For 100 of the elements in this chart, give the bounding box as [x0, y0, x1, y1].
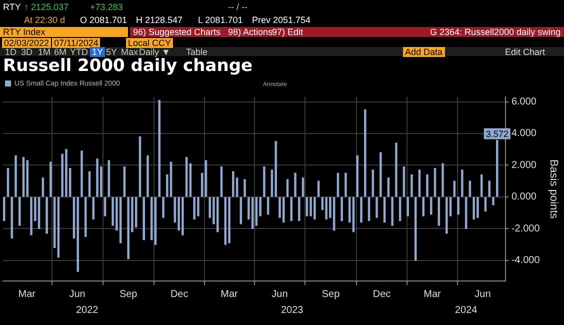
text: Table [186, 47, 208, 57]
bar [216, 197, 219, 232]
bar [442, 163, 444, 197]
text: Max [121, 47, 138, 57]
y-tick-label: -4.000 [511, 255, 540, 266]
bar [457, 197, 460, 215]
text: 1D [5, 47, 17, 57]
text: 3D [21, 47, 33, 57]
bar [488, 180, 490, 197]
chart-title: Russell 2000 daily change [3, 56, 253, 76]
bar [453, 180, 456, 197]
data-label: 3.572 [486, 128, 508, 139]
x-tick-label: Mar [220, 288, 239, 300]
text: RTY [3, 2, 21, 12]
bar [274, 141, 277, 197]
text: Add Data [403, 47, 445, 57]
bar [290, 197, 293, 222]
x-tick-label: Dec [372, 288, 391, 300]
x-tick-label: Sep [119, 288, 138, 300]
bar [104, 197, 106, 216]
bar [88, 171, 91, 197]
text: Edit Chart [505, 47, 546, 57]
y-tick-label: 0.000 [511, 192, 537, 203]
text: ↑ 2125.037 [24, 2, 69, 12]
bar [387, 178, 390, 197]
bar [65, 149, 68, 197]
text: 1M [38, 47, 51, 57]
bar [46, 197, 48, 234]
text: Prev 2051.754 [252, 15, 311, 25]
bar [391, 197, 394, 226]
bar [426, 174, 428, 197]
bar [170, 162, 172, 197]
text: +73.283 [90, 2, 123, 12]
bar [232, 171, 234, 197]
bar [197, 197, 200, 216]
bar [340, 197, 343, 222]
bar [80, 150, 83, 197]
text: At 22:30 d [24, 15, 66, 25]
bar [228, 197, 230, 244]
bar [364, 109, 366, 197]
text: 07/11/2024 [52, 38, 100, 48]
bar [306, 197, 308, 216]
bar [302, 178, 304, 197]
text: L 2081.701 [198, 15, 243, 25]
bar [406, 197, 409, 216]
x-tick-label: Dec [170, 288, 188, 300]
text: 1Y [90, 47, 106, 57]
bar [395, 142, 398, 197]
text: Daily ▼ [139, 47, 170, 57]
bar [314, 197, 316, 220]
x-tick-label: Mar [424, 288, 442, 300]
bar [422, 197, 424, 216]
bar [310, 197, 312, 216]
bar [472, 197, 475, 220]
text: 6M [54, 47, 67, 57]
text: RTY Index [3, 27, 46, 37]
x-tick-label: Jun [474, 288, 491, 300]
bar [10, 197, 14, 239]
bar [244, 179, 246, 197]
text: H 2128.547 [136, 15, 183, 25]
bar [476, 197, 479, 218]
bar [317, 180, 320, 197]
bar [142, 197, 145, 240]
bar [468, 180, 472, 197]
bar [372, 170, 374, 197]
x-tick-label: Jun [69, 288, 86, 300]
text: 02/03/2022 [2, 38, 52, 48]
text: 97) Edit [272, 27, 304, 37]
text: G 2364: Russell2000 daily swing [430, 27, 561, 37]
y-tick-label: 6.000 [511, 96, 537, 108]
bar [18, 197, 21, 226]
text: YTD [70, 47, 88, 57]
bar [344, 172, 347, 197]
bar [127, 197, 130, 260]
bar [325, 197, 328, 220]
y-axis-title: Basis points [547, 159, 560, 220]
x-tick-label: Jun [272, 288, 288, 300]
text: O 2081.701 [80, 15, 128, 25]
bar [461, 170, 464, 197]
text: 5Y [106, 47, 118, 57]
bar [418, 170, 421, 197]
bar [146, 155, 149, 197]
bar [263, 166, 266, 197]
bar [492, 197, 494, 206]
text: 2024 [455, 305, 478, 317]
bar [30, 197, 32, 236]
text: 2023 [281, 305, 304, 317]
bar [380, 152, 382, 197]
bar [162, 197, 164, 218]
bar [42, 178, 44, 197]
bar [294, 172, 296, 197]
bar [193, 197, 196, 220]
text: 2022 [76, 305, 98, 317]
bar [430, 197, 432, 215]
y-tick-label: -2.000 [511, 223, 540, 234]
text: -- / -- [228, 2, 248, 12]
bar [14, 155, 17, 197]
bar [182, 197, 184, 236]
bar [356, 155, 359, 197]
bar [84, 197, 87, 237]
